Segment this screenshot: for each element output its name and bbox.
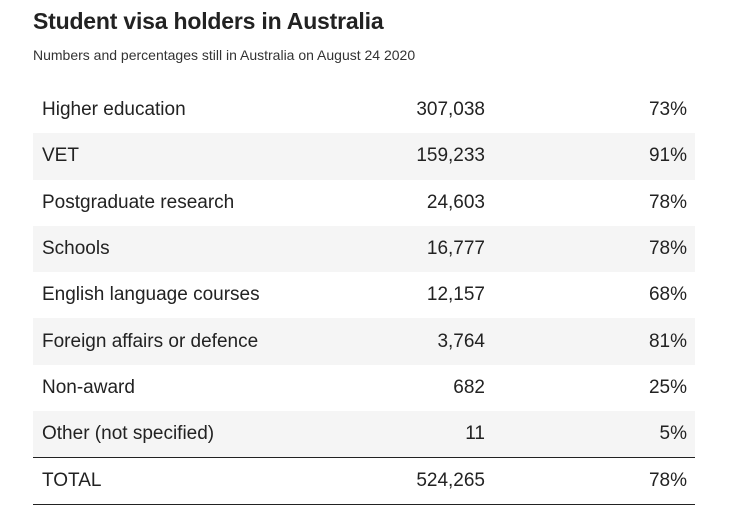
row-count: 12,157	[426, 284, 485, 306]
total-percent: 78%	[648, 470, 687, 492]
row-count: 16,777	[426, 238, 485, 260]
row-label: Foreign affairs or defence	[42, 330, 259, 352]
row-count: 11	[465, 423, 485, 445]
table-row: Schools 16,777 78%	[33, 225, 695, 273]
row-label: Postgraduate research	[42, 191, 235, 213]
row-count: 3,764	[437, 330, 485, 352]
row-label: VET	[42, 145, 79, 167]
table-row: Non-award 682 25%	[33, 364, 695, 412]
table-row: VET 159,233 91%	[33, 133, 695, 180]
row-percent: 78%	[648, 238, 687, 260]
data-table: Higher education 307,038 73% VET 159,233 91% P…	[33, 87, 695, 506]
total-label: TOTAL	[42, 470, 102, 492]
row-percent: 81%	[648, 330, 687, 352]
row-count: 682	[453, 376, 485, 398]
row-count: 159,233	[416, 145, 485, 167]
row-percent: 73%	[648, 99, 687, 121]
total-count: 524,265	[416, 470, 485, 492]
row-label: Other (not specified)	[42, 423, 215, 445]
row-percent: 25%	[648, 376, 687, 398]
chart-subtitle: Numbers and percentages still in Austral…	[33, 47, 416, 63]
row-label: Non-award	[42, 376, 135, 398]
table-row: Postgraduate research 24,603 78%	[33, 179, 695, 226]
row-count: 24,603	[426, 191, 485, 213]
row-label: Schools	[42, 238, 110, 260]
table-row: Higher education 307,038 73%	[33, 87, 695, 134]
total-row: TOTAL 524,265 78%	[33, 457, 695, 506]
table-row: Other (not specified) 11 5%	[33, 411, 695, 458]
row-label: English language courses	[42, 284, 260, 306]
row-percent: 68%	[648, 284, 687, 306]
table-row: English language courses 12,157 68%	[33, 272, 695, 319]
row-percent: 5%	[659, 423, 687, 445]
row-label: Higher education	[42, 99, 186, 121]
table-row: Foreign affairs or defence 3,764 81%	[33, 318, 695, 365]
chart-title: Student visa holders in Australia	[33, 8, 384, 34]
row-percent: 91%	[648, 145, 687, 167]
row-count: 307,038	[416, 99, 485, 121]
row-percent: 78%	[648, 191, 687, 213]
